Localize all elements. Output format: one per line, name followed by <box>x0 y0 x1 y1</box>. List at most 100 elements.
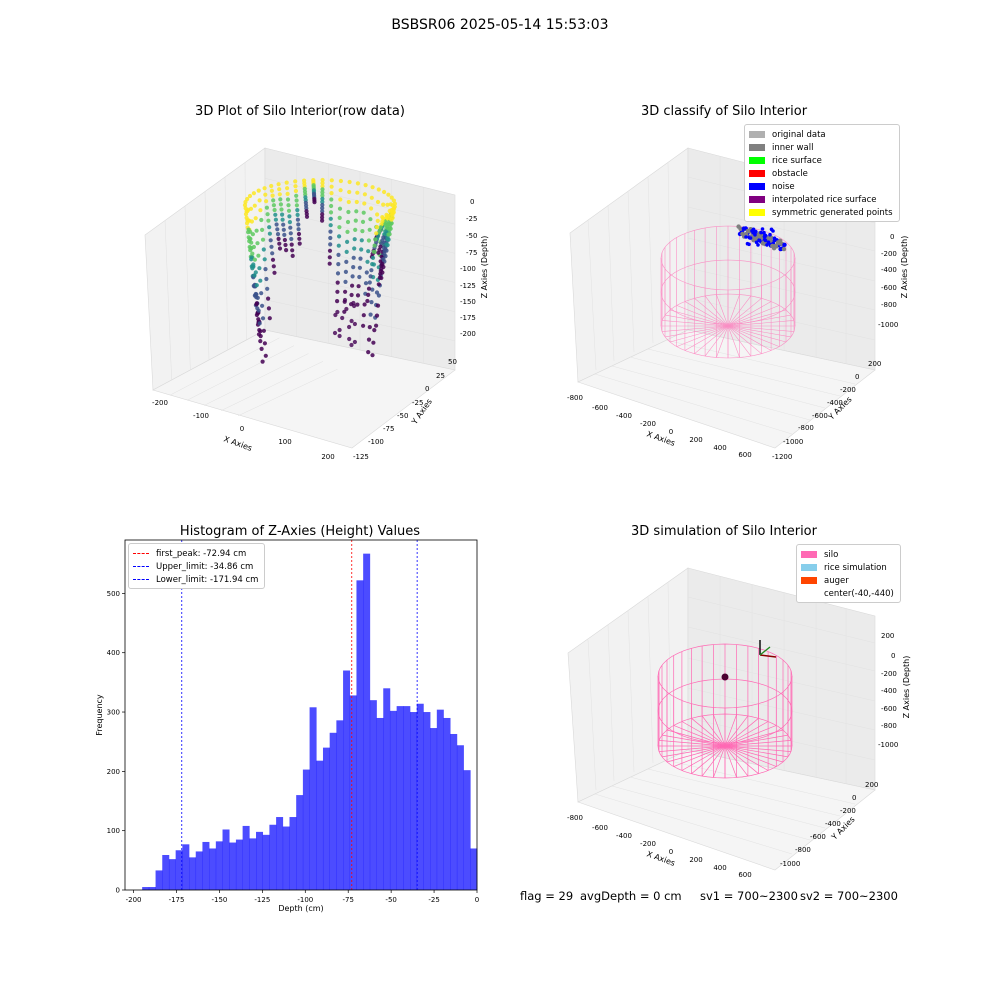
legend-line <box>133 579 149 580</box>
raw-x-tick: -200 <box>152 399 168 407</box>
histogram-bar <box>343 670 351 890</box>
classify-z-tick: 0 <box>890 233 894 241</box>
simulation-3d-panes <box>567 567 876 871</box>
raw-x-label: X Axies <box>222 434 253 453</box>
raw-y-tick: -50 <box>397 412 408 420</box>
histogram-bar <box>443 717 451 890</box>
classify-y-tick: -600 <box>812 412 828 420</box>
legend-swatch <box>749 131 765 138</box>
raw-z-tick: -175 <box>460 314 476 322</box>
histogram-y-tick-label: 300 <box>107 709 120 717</box>
simulation-x-tick: -400 <box>616 832 632 840</box>
histogram-x-tick-label: -100 <box>297 896 313 904</box>
histogram-bar <box>329 732 337 890</box>
raw-z-tick: -50 <box>466 232 477 240</box>
classify-x-tick: -600 <box>592 404 608 412</box>
histogram-x-tick-label: -175 <box>169 896 185 904</box>
raw-z-label: Z Axies (Depth) <box>480 236 489 299</box>
raw-z-tick: -200 <box>460 330 476 338</box>
status-flag: flag = 29 <box>520 889 574 903</box>
classify-y-tick: -800 <box>798 424 814 432</box>
auger-icon <box>759 640 777 658</box>
legend-item-silo: silo <box>801 548 894 561</box>
legend-item-symmetric-generated-points: symmetric generated points <box>749 206 893 219</box>
simulation-z-tick: -200 <box>881 670 897 678</box>
legend-swatch <box>749 144 765 151</box>
simulation-axis-ticks: -800 -600 -400 -200 0 200 400 600 200 0 … <box>567 632 898 879</box>
simulation-legend: silo rice simulation auger center(-40,-4… <box>796 544 901 603</box>
simulation-x-tick: -600 <box>592 824 608 832</box>
histogram-bar <box>363 553 371 890</box>
histogram-bar <box>309 707 317 890</box>
raw-x-tick: 0 <box>240 425 244 433</box>
legend-item-rice-simulation: rice simulation <box>801 561 894 574</box>
legend-item-center: center(-40,-440) <box>801 587 894 600</box>
simulation-plot-title: 3D simulation of Silo Interior <box>631 524 817 539</box>
histogram-bar <box>376 717 384 890</box>
simulation-z-label: Z Axies (Depth) <box>902 656 911 719</box>
raw-x-tick: 200 <box>321 453 334 461</box>
legend-swatch <box>801 564 817 571</box>
histogram-x-tick-label: -25 <box>428 896 439 904</box>
raw-z-tick: -150 <box>460 298 476 306</box>
classify-z-tick: -400 <box>881 266 897 274</box>
histogram-bar <box>383 688 391 890</box>
histogram-x-ticks: -200 -175 -150 -125 -100 -75 -50 -25 0 <box>126 890 479 904</box>
histogram-bar <box>249 838 257 890</box>
simulation-y-tick: 0 <box>852 794 856 802</box>
classify-silo-wireframe <box>660 225 796 359</box>
classify-x-tick: -200 <box>640 420 656 428</box>
histogram-bar <box>463 770 471 890</box>
raw-3d-plot[interactable]: -200 -100 0 100 200 50 25 0 -25 -50 -75 … <box>0 0 500 500</box>
histogram-x-tick-label: -50 <box>385 896 396 904</box>
histogram-bar <box>269 824 277 890</box>
classify-z-tick: -800 <box>881 301 897 309</box>
histogram-bar <box>142 887 150 890</box>
classify-x-tick: -400 <box>616 412 632 420</box>
histogram-x-tick-label: -125 <box>254 896 270 904</box>
histogram-bar <box>148 887 156 890</box>
histogram-legend: first_peak: -72.94 cm Upper_limit: -34.8… <box>128 543 266 589</box>
simulation-3d-plot[interactable]: -800 -600 -400 -200 0 200 400 600 200 0 … <box>500 500 1000 900</box>
histogram-bar <box>222 829 230 890</box>
histogram-bar <box>349 695 357 890</box>
classify-3d-plot[interactable]: -800 -600 -400 -200 0 200 400 600 200 0 … <box>500 0 1000 500</box>
legend-item-first-peak: first_peak: -72.94 cm <box>133 547 258 560</box>
legend-line <box>133 553 149 554</box>
simulation-y-tick: -800 <box>795 846 811 854</box>
histogram-y-tick-label: 200 <box>107 768 120 776</box>
histogram-bar <box>195 851 203 890</box>
legend-swatch <box>749 183 765 190</box>
simulation-grid <box>587 576 876 855</box>
histogram-bar <box>296 795 304 890</box>
histogram-bar <box>356 580 364 890</box>
histogram-bar <box>322 747 330 890</box>
raw-z-tick: -125 <box>460 282 476 290</box>
simulation-y-tick: 200 <box>865 781 878 789</box>
legend-swatch <box>749 209 765 216</box>
classify-x-tick: -800 <box>567 394 583 402</box>
simulation-center-marker <box>721 673 729 681</box>
figure-suptitle: BSBSR06 2025-05-14 15:53:03 <box>391 17 609 33</box>
raw-y-tick: -100 <box>368 438 384 446</box>
simulation-z-tick: -1000 <box>878 741 898 749</box>
histogram-bars <box>142 553 478 890</box>
histogram-frame <box>124 539 478 891</box>
histogram-x-tick-label: -200 <box>126 896 142 904</box>
histogram-chart[interactable]: -200 -175 -150 -125 -100 -75 -50 -25 0 0 100 200 30… <box>0 500 500 920</box>
legend-item-auger: auger <box>801 574 894 587</box>
classify-x-tick: 200 <box>689 436 702 444</box>
histogram-bar <box>456 745 464 890</box>
simulation-x-tick: 400 <box>713 864 726 872</box>
legend-item-rice-surface: rice surface <box>749 154 893 167</box>
histogram-bar <box>403 706 411 890</box>
legend-line <box>133 566 149 567</box>
status-sv2: sv2 = 700~2300 <box>800 889 898 903</box>
histogram-y-tick-label: 500 <box>107 590 120 598</box>
histogram-bar <box>282 826 290 890</box>
classify-plot-title: 3D classify of Silo Interior <box>640 104 808 119</box>
histogram-bar <box>470 848 478 890</box>
histogram-bar <box>336 720 344 890</box>
histogram-bar <box>202 841 210 890</box>
legend-swatch <box>749 157 765 164</box>
